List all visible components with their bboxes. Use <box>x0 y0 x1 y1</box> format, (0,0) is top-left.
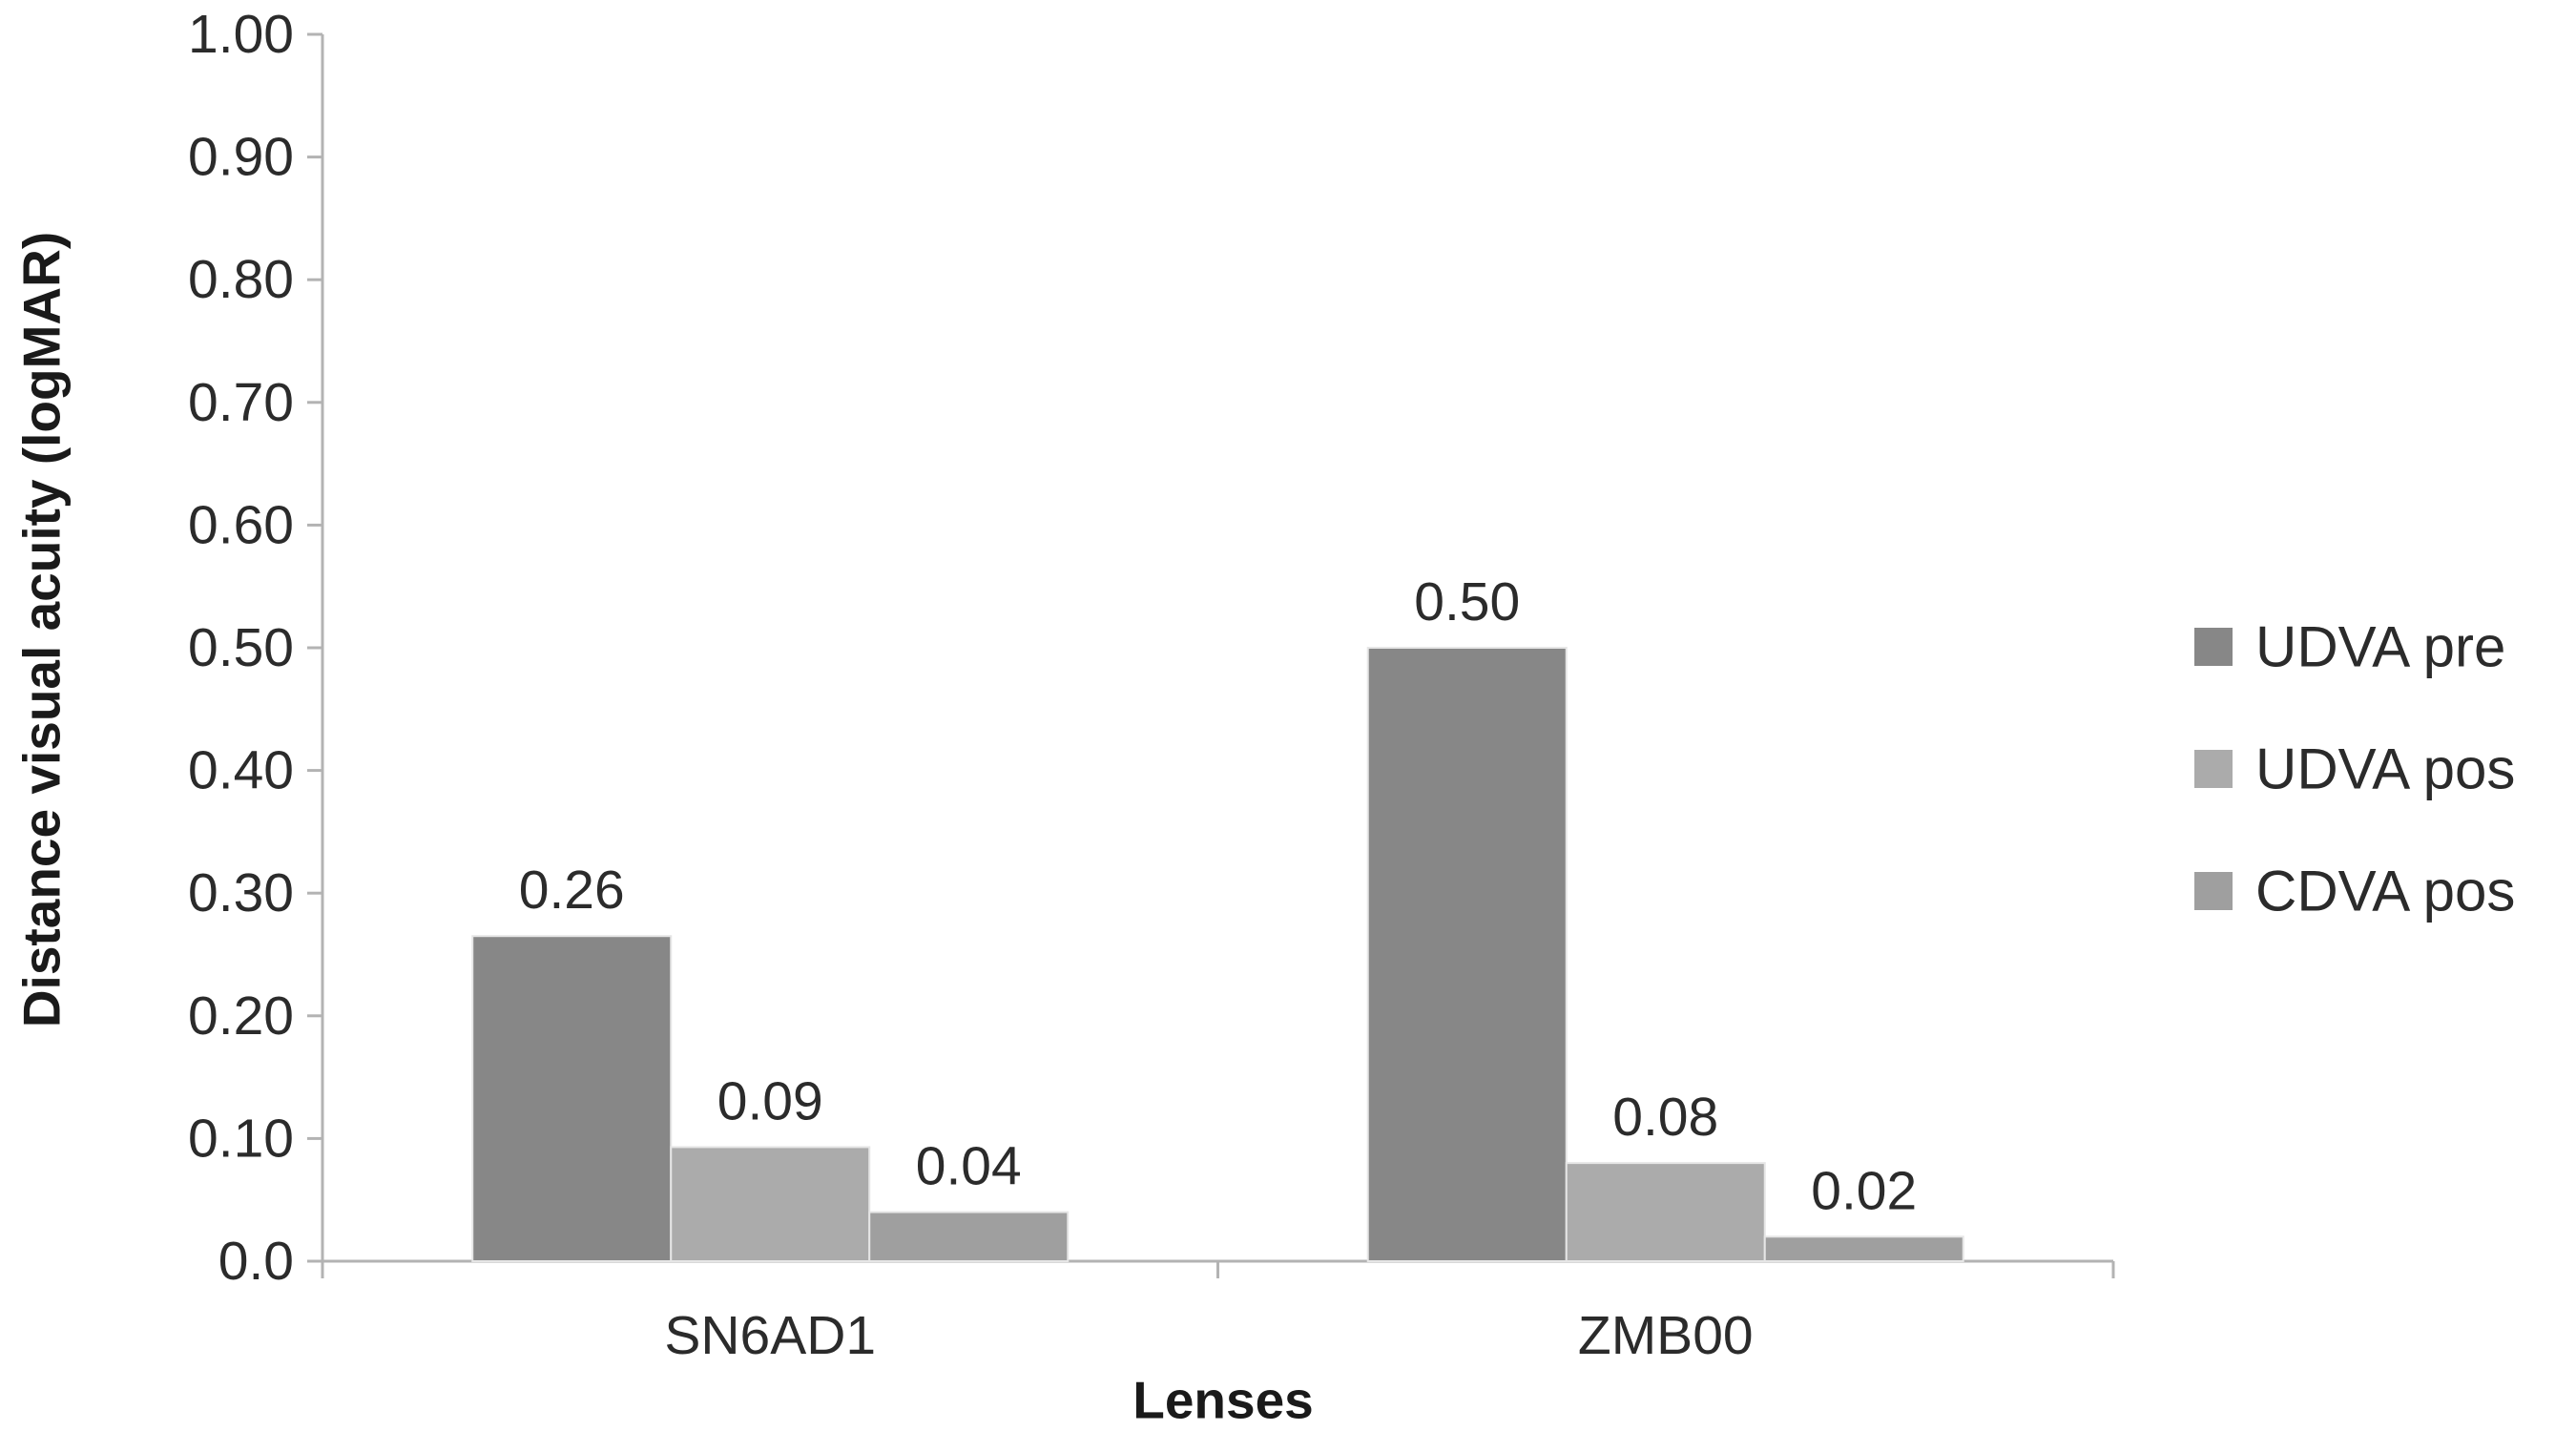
legend: UDVA pre UDVA pos CDVA pos <box>2194 615 2515 923</box>
x-axis: SN6AD1 ZMB00 <box>321 1259 2115 1366</box>
data-labels: 0.26 0.09 0.04 0.50 0.08 0.02 <box>519 571 1917 1221</box>
data-label: 0.08 <box>1612 1087 1718 1148</box>
legend-swatch <box>2194 872 2233 910</box>
data-label: 0.09 <box>717 1070 823 1131</box>
y-tick-label: 0.60 <box>188 494 294 555</box>
x-tick-label: SN6AD1 <box>664 1305 876 1366</box>
x-axis-title: Lenses <box>1132 1371 1314 1430</box>
bar-cdva-pos <box>1763 1235 1964 1263</box>
y-tick-label: 0.30 <box>188 862 294 923</box>
legend-label: CDVA pos <box>2255 860 2515 923</box>
bar-cdva-pos <box>868 1211 1070 1263</box>
bar-udva-pos <box>1565 1162 1766 1262</box>
data-label: 0.26 <box>519 860 625 921</box>
y-tick-label: 0.40 <box>188 740 294 801</box>
bars <box>471 647 1964 1263</box>
legend-swatch <box>2194 628 2233 666</box>
y-axis-title: Distance visual acuity (logMAR) <box>12 232 72 1027</box>
y-tick-label: 0.50 <box>188 617 294 678</box>
y-tick-label: 0.10 <box>188 1108 294 1169</box>
bar-udva-pre <box>1366 647 1568 1262</box>
y-tick-label: 0.80 <box>188 249 294 310</box>
x-tick-label: ZMB00 <box>1578 1305 1754 1366</box>
bar-udva-pos <box>670 1146 871 1262</box>
y-tick-label: 0.20 <box>188 985 294 1047</box>
y-tick-label: 1.00 <box>188 4 294 65</box>
legend-swatch <box>2194 750 2233 788</box>
y-tick-label: 0.90 <box>188 127 294 188</box>
legend-label: UDVA pre <box>2255 615 2505 679</box>
y-tick-label: 0.0 <box>218 1231 294 1292</box>
legend-label: UDVA pos <box>2255 737 2515 801</box>
data-label: 0.50 <box>1414 571 1520 633</box>
data-label: 0.04 <box>916 1136 1022 1197</box>
data-label: 0.02 <box>1811 1160 1917 1221</box>
bar-udva-pre <box>471 935 673 1263</box>
y-tick-label: 0.70 <box>188 372 294 433</box>
y-axis: 0.0 0.10 0.20 0.30 0.40 0.50 0.60 0.70 0.80 0.90 1… <box>188 4 324 1292</box>
